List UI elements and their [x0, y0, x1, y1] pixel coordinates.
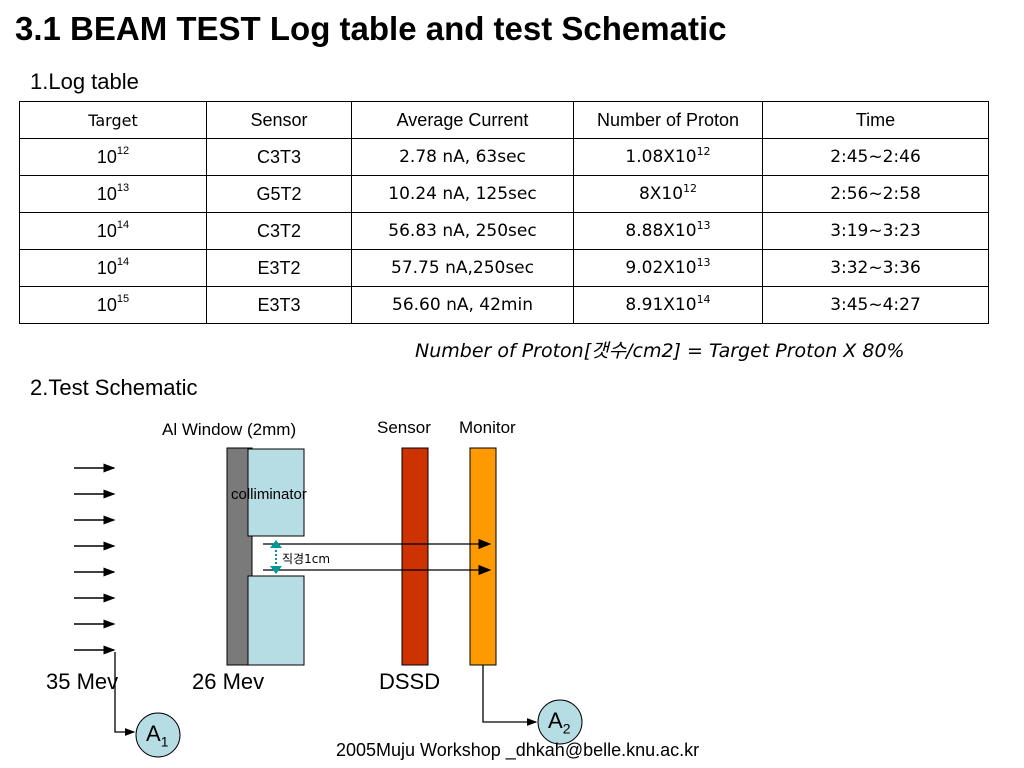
cell-target: 1012 — [19, 138, 207, 176]
header-time: Time — [762, 101, 989, 139]
cell-sensor: C3T2 — [206, 212, 352, 250]
cell-time: 3:19~3:23 — [762, 212, 989, 250]
cell-proton: 9.02X1013 — [573, 249, 763, 287]
page-title: 3.1 BEAM TEST Log table and test Schemat… — [15, 10, 727, 47]
header-target: Target — [19, 101, 207, 139]
cell-time: 3:45~4:27 — [762, 286, 989, 324]
footer-credit: 2005Muju Workshop _dhkah@belle.knu.ac.kr — [336, 740, 700, 760]
sensor-dssd — [401, 447, 429, 666]
sensor-label: Sensor — [377, 418, 431, 437]
cell-sensor: C3T3 — [206, 138, 352, 176]
a1-meter-circle — [135, 712, 181, 758]
table-header-row: Target Sensor Average Current Number of … — [19, 101, 989, 139]
header-average-current: Average Current — [351, 101, 574, 139]
cell-current: 57.75 nA,250sec — [351, 249, 574, 287]
cell-proton: 1.08X1012 — [573, 138, 763, 176]
collimator-upper — [247, 448, 305, 537]
a2-meter-label: A2 — [548, 708, 571, 737]
diameter-marker — [270, 540, 282, 574]
cell-time: 3:32~3:36 — [762, 249, 989, 287]
log-table: Target Sensor Average Current Number of … — [19, 101, 989, 324]
collimator-label: colliminator — [231, 486, 307, 503]
cell-current: 56.83 nA, 250sec — [351, 212, 574, 250]
cell-proton: 8X1012 — [573, 175, 763, 213]
a2-connector — [482, 665, 538, 726]
section-log-table-heading: 1.Log table — [30, 69, 139, 94]
al-window-label: Al Window (2mm) — [162, 420, 297, 439]
cell-current: 56.60 nA, 42min — [351, 286, 574, 324]
proton-formula-note: Number of Proton[갯수/cm2] = Target Proton… — [415, 340, 905, 362]
a2-meter-circle — [537, 699, 583, 745]
table-row: 1015 E3T3 56.60 nA, 42min 8.91X1014 3:45… — [19, 286, 989, 324]
collimator-lower — [247, 575, 305, 666]
dssd-label: DSSD — [379, 669, 441, 694]
cell-sensor: E3T2 — [206, 249, 352, 287]
table-row: 1014 E3T2 57.75 nA,250sec 9.02X1013 3:32… — [19, 249, 989, 287]
a1-meter-label: A1 — [146, 721, 169, 750]
incoming-beam-arrows — [74, 463, 116, 655]
cell-proton: 8.91X1014 — [573, 286, 763, 324]
a1-connector — [114, 652, 136, 736]
monitor-label: Monitor — [459, 418, 516, 437]
monitor — [469, 447, 497, 666]
section-test-schematic-heading: 2.Test Schematic — [30, 375, 198, 400]
cell-target: 1015 — [19, 286, 207, 324]
cell-target: 1014 — [19, 249, 207, 287]
energy-35-label: 35 Mev — [46, 669, 119, 694]
cell-sensor: G5T2 — [206, 175, 352, 213]
diameter-label: 직경1cm — [282, 552, 331, 566]
energy-26-label: 26 Mev — [192, 669, 265, 694]
